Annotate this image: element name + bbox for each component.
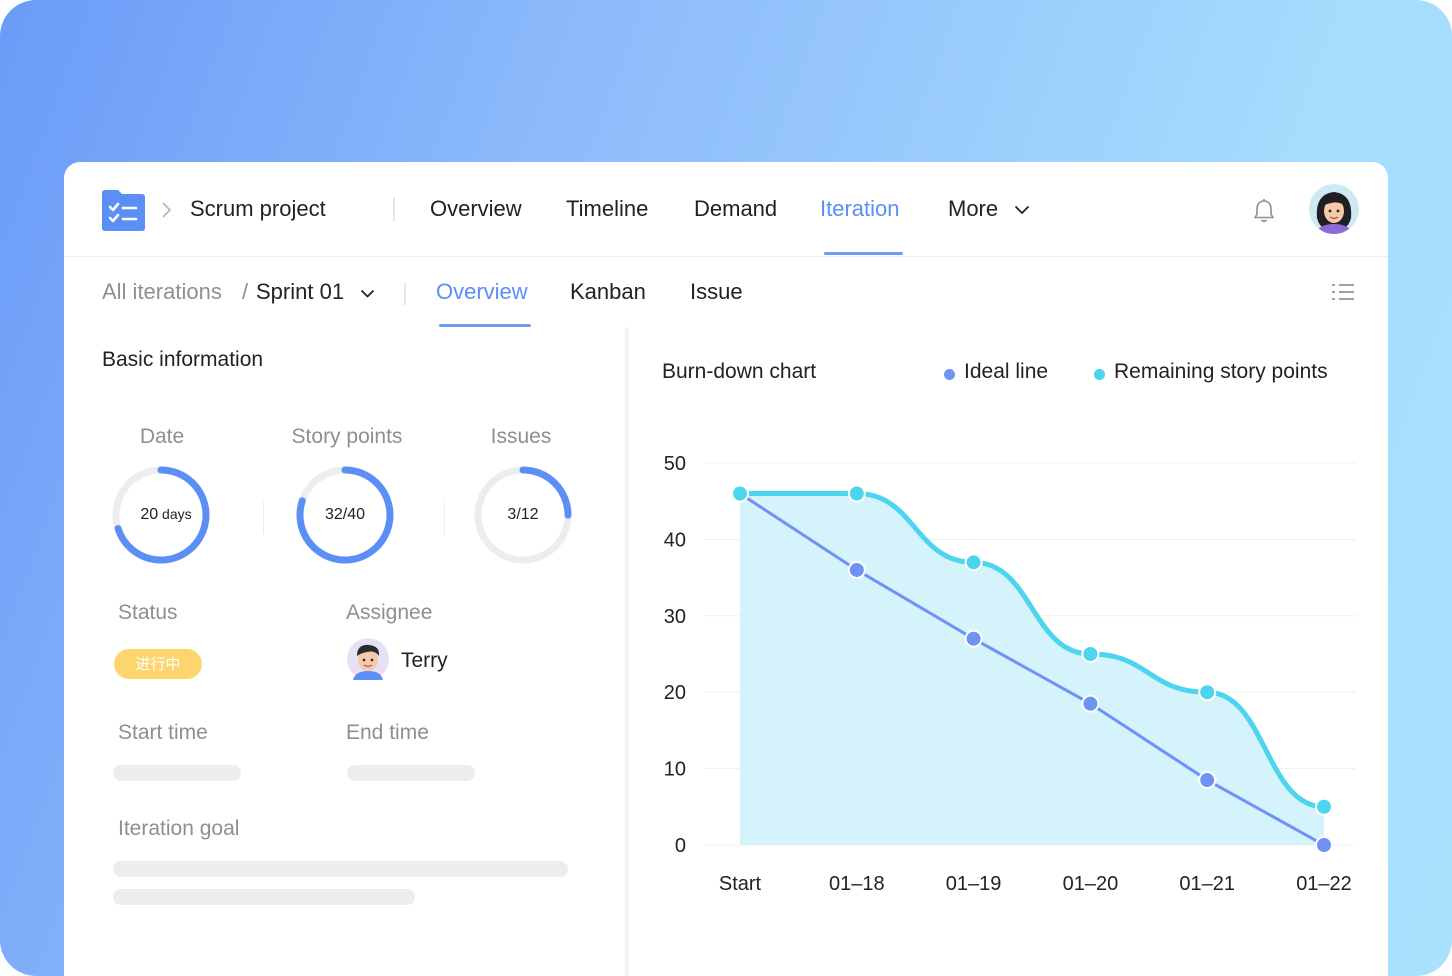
active-nav-indicator	[824, 252, 903, 255]
checklist-folder-icon[interactable]	[101, 188, 146, 232]
project-name[interactable]: Scrum project	[190, 196, 326, 221]
breadcrumb-separator: /	[242, 279, 249, 304]
iteration-goal-label: Iteration goal	[118, 817, 240, 840]
stat-divider	[263, 502, 264, 534]
ring-progress	[112, 466, 210, 564]
story-points-value: 32/40	[324, 506, 366, 523]
start-time-label: Start time	[118, 721, 208, 744]
tab-issue[interactable]: Issue	[690, 279, 743, 304]
tab-overview[interactable]: Overview	[436, 279, 528, 304]
active-tab-indicator	[439, 324, 531, 327]
bell-icon[interactable]	[1252, 198, 1276, 224]
list-icon[interactable]	[1332, 283, 1354, 301]
y-tick-label: 50	[664, 453, 686, 475]
end-time-label: End time	[346, 721, 429, 744]
ideal-point	[1315, 836, 1333, 854]
legend-marker-ideal	[944, 369, 955, 380]
stat-label-date: Date	[139, 425, 185, 448]
legend-marker-remaining	[1094, 369, 1105, 380]
x-tick-label: 01–21	[1179, 873, 1235, 895]
burndown-chart: 0 10 20 30 40 50 Start 01–18 01–19 01–20 01–21 01–2…	[664, 453, 1356, 895]
ideal-point	[964, 629, 983, 648]
y-tick-label: 0	[675, 835, 686, 857]
breadcrumb-all-iterations[interactable]: All iterations	[102, 279, 222, 304]
issues-progress-ring	[474, 466, 572, 564]
start-time-placeholder	[113, 765, 241, 781]
remaining-area	[740, 493, 1324, 845]
stat-label-issues: Issues	[490, 425, 552, 448]
ring-progress	[296, 466, 394, 564]
legend-label-ideal: Ideal line	[964, 360, 1049, 383]
panel-divider	[625, 327, 629, 976]
sprint-selector[interactable]: Sprint 01	[256, 279, 345, 304]
date-progress-ring	[112, 466, 210, 564]
chevron-down-icon[interactable]	[360, 289, 375, 298]
basic-info-title: Basic information	[102, 348, 264, 371]
status-label: Status	[118, 601, 178, 624]
y-tick-label: 40	[664, 529, 686, 551]
ring-progress	[474, 466, 572, 564]
x-tick-label: 01–18	[829, 873, 885, 895]
legend-label-remaining: Remaining story points	[1114, 360, 1328, 383]
remaining-point	[964, 553, 983, 572]
chevron-down-icon[interactable]	[1014, 205, 1030, 215]
nav-more[interactable]: More	[948, 196, 999, 221]
user-avatar[interactable]	[1309, 184, 1359, 234]
app-window: Scrum project Overview Timeline Demand I…	[64, 162, 1388, 976]
stat-divider	[444, 502, 445, 534]
top-navigation: Scrum project Overview Timeline Demand I…	[64, 162, 1388, 257]
story-points-progress-ring	[296, 466, 394, 564]
chart-title: Burn-down chart	[662, 360, 817, 383]
goal-placeholder-line	[113, 889, 415, 905]
assignee-avatar[interactable]	[347, 638, 389, 680]
x-tick-label: 01–20	[1063, 873, 1119, 895]
stat-label-story-points: Story points	[291, 425, 403, 448]
nav-demand[interactable]: Demand	[694, 196, 778, 221]
goal-placeholder-line	[113, 861, 568, 877]
end-time-placeholder	[347, 765, 475, 781]
nav-iteration[interactable]: Iteration	[820, 196, 900, 221]
y-tick-label: 20	[664, 682, 686, 704]
remaining-point	[1198, 683, 1217, 702]
y-tick-label: 10	[664, 759, 686, 781]
assignee-name: Terry	[401, 649, 448, 672]
remaining-point	[847, 484, 866, 503]
x-tick-label: Start	[719, 873, 762, 895]
remaining-point	[1081, 645, 1100, 663]
y-tick-label: 30	[664, 606, 686, 628]
date-value: 20 days	[140, 506, 192, 523]
ideal-point	[847, 560, 866, 579]
assignee-label: Assignee	[346, 601, 433, 624]
nav-divider	[393, 197, 395, 221]
tab-kanban[interactable]: Kanban	[570, 279, 646, 304]
x-tick-label: 01–19	[946, 873, 1002, 895]
sub-navigation: All iterations / Sprint 01 Overview Kanb…	[64, 257, 1388, 327]
subnav-divider	[404, 283, 406, 305]
ideal-point	[1198, 771, 1217, 790]
nav-overview[interactable]: Overview	[430, 196, 522, 221]
nav-timeline[interactable]: Timeline	[566, 196, 649, 221]
ideal-line	[739, 492, 1325, 847]
chevron-right-icon	[162, 202, 172, 218]
remaining-point	[1315, 797, 1333, 816]
status-badge: 进行中	[114, 649, 202, 679]
remaining-point	[731, 484, 749, 503]
issues-value: 3/12	[507, 506, 539, 523]
x-tick-label: 01–22	[1296, 873, 1352, 895]
ideal-point	[1081, 694, 1100, 713]
